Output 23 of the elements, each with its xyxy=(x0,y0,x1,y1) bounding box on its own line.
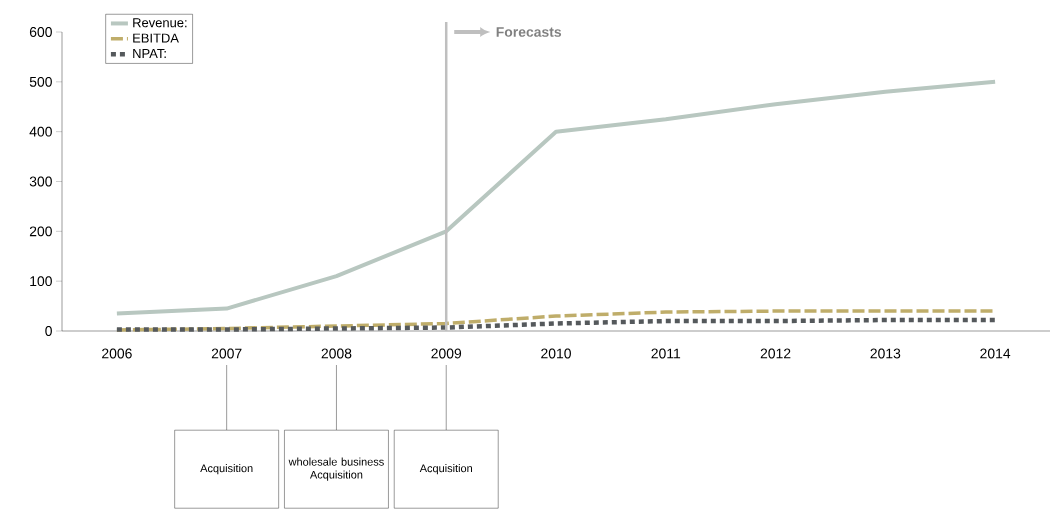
legend-label: NPAT: xyxy=(133,49,166,58)
x-tick-label: 2014 xyxy=(980,348,1011,359)
ref-line-label: Forecasts xyxy=(496,27,562,37)
x-tick-label: 2012 xyxy=(760,348,791,359)
legend-label: EBITDA xyxy=(133,33,179,43)
x-tick-label: 2010 xyxy=(541,348,571,359)
text: Acquisition xyxy=(200,464,253,475)
y-tick-label: 100 xyxy=(30,276,52,287)
y-tick-label: 600 xyxy=(29,27,52,37)
y-tick-label: 200 xyxy=(29,226,52,237)
x-tick-label: 2009 xyxy=(431,348,462,359)
y-tick-label: 500 xyxy=(29,76,52,87)
x-tick-label: 2011 xyxy=(651,348,681,359)
y-tick-label: 400 xyxy=(29,126,52,137)
text: wholesale business Acquisition xyxy=(288,457,384,481)
y-tick-label: 0 xyxy=(45,326,52,336)
legend-label: Revenue: xyxy=(133,18,187,28)
y-tick-label: 300 xyxy=(29,176,52,187)
x-tick-label: 2013 xyxy=(870,348,901,359)
x-tick-label: 2006 xyxy=(102,348,132,359)
x-tick-label: 2008 xyxy=(321,348,352,359)
text: Acquisition xyxy=(419,464,472,475)
x-tick-label: 2007 xyxy=(211,348,242,359)
